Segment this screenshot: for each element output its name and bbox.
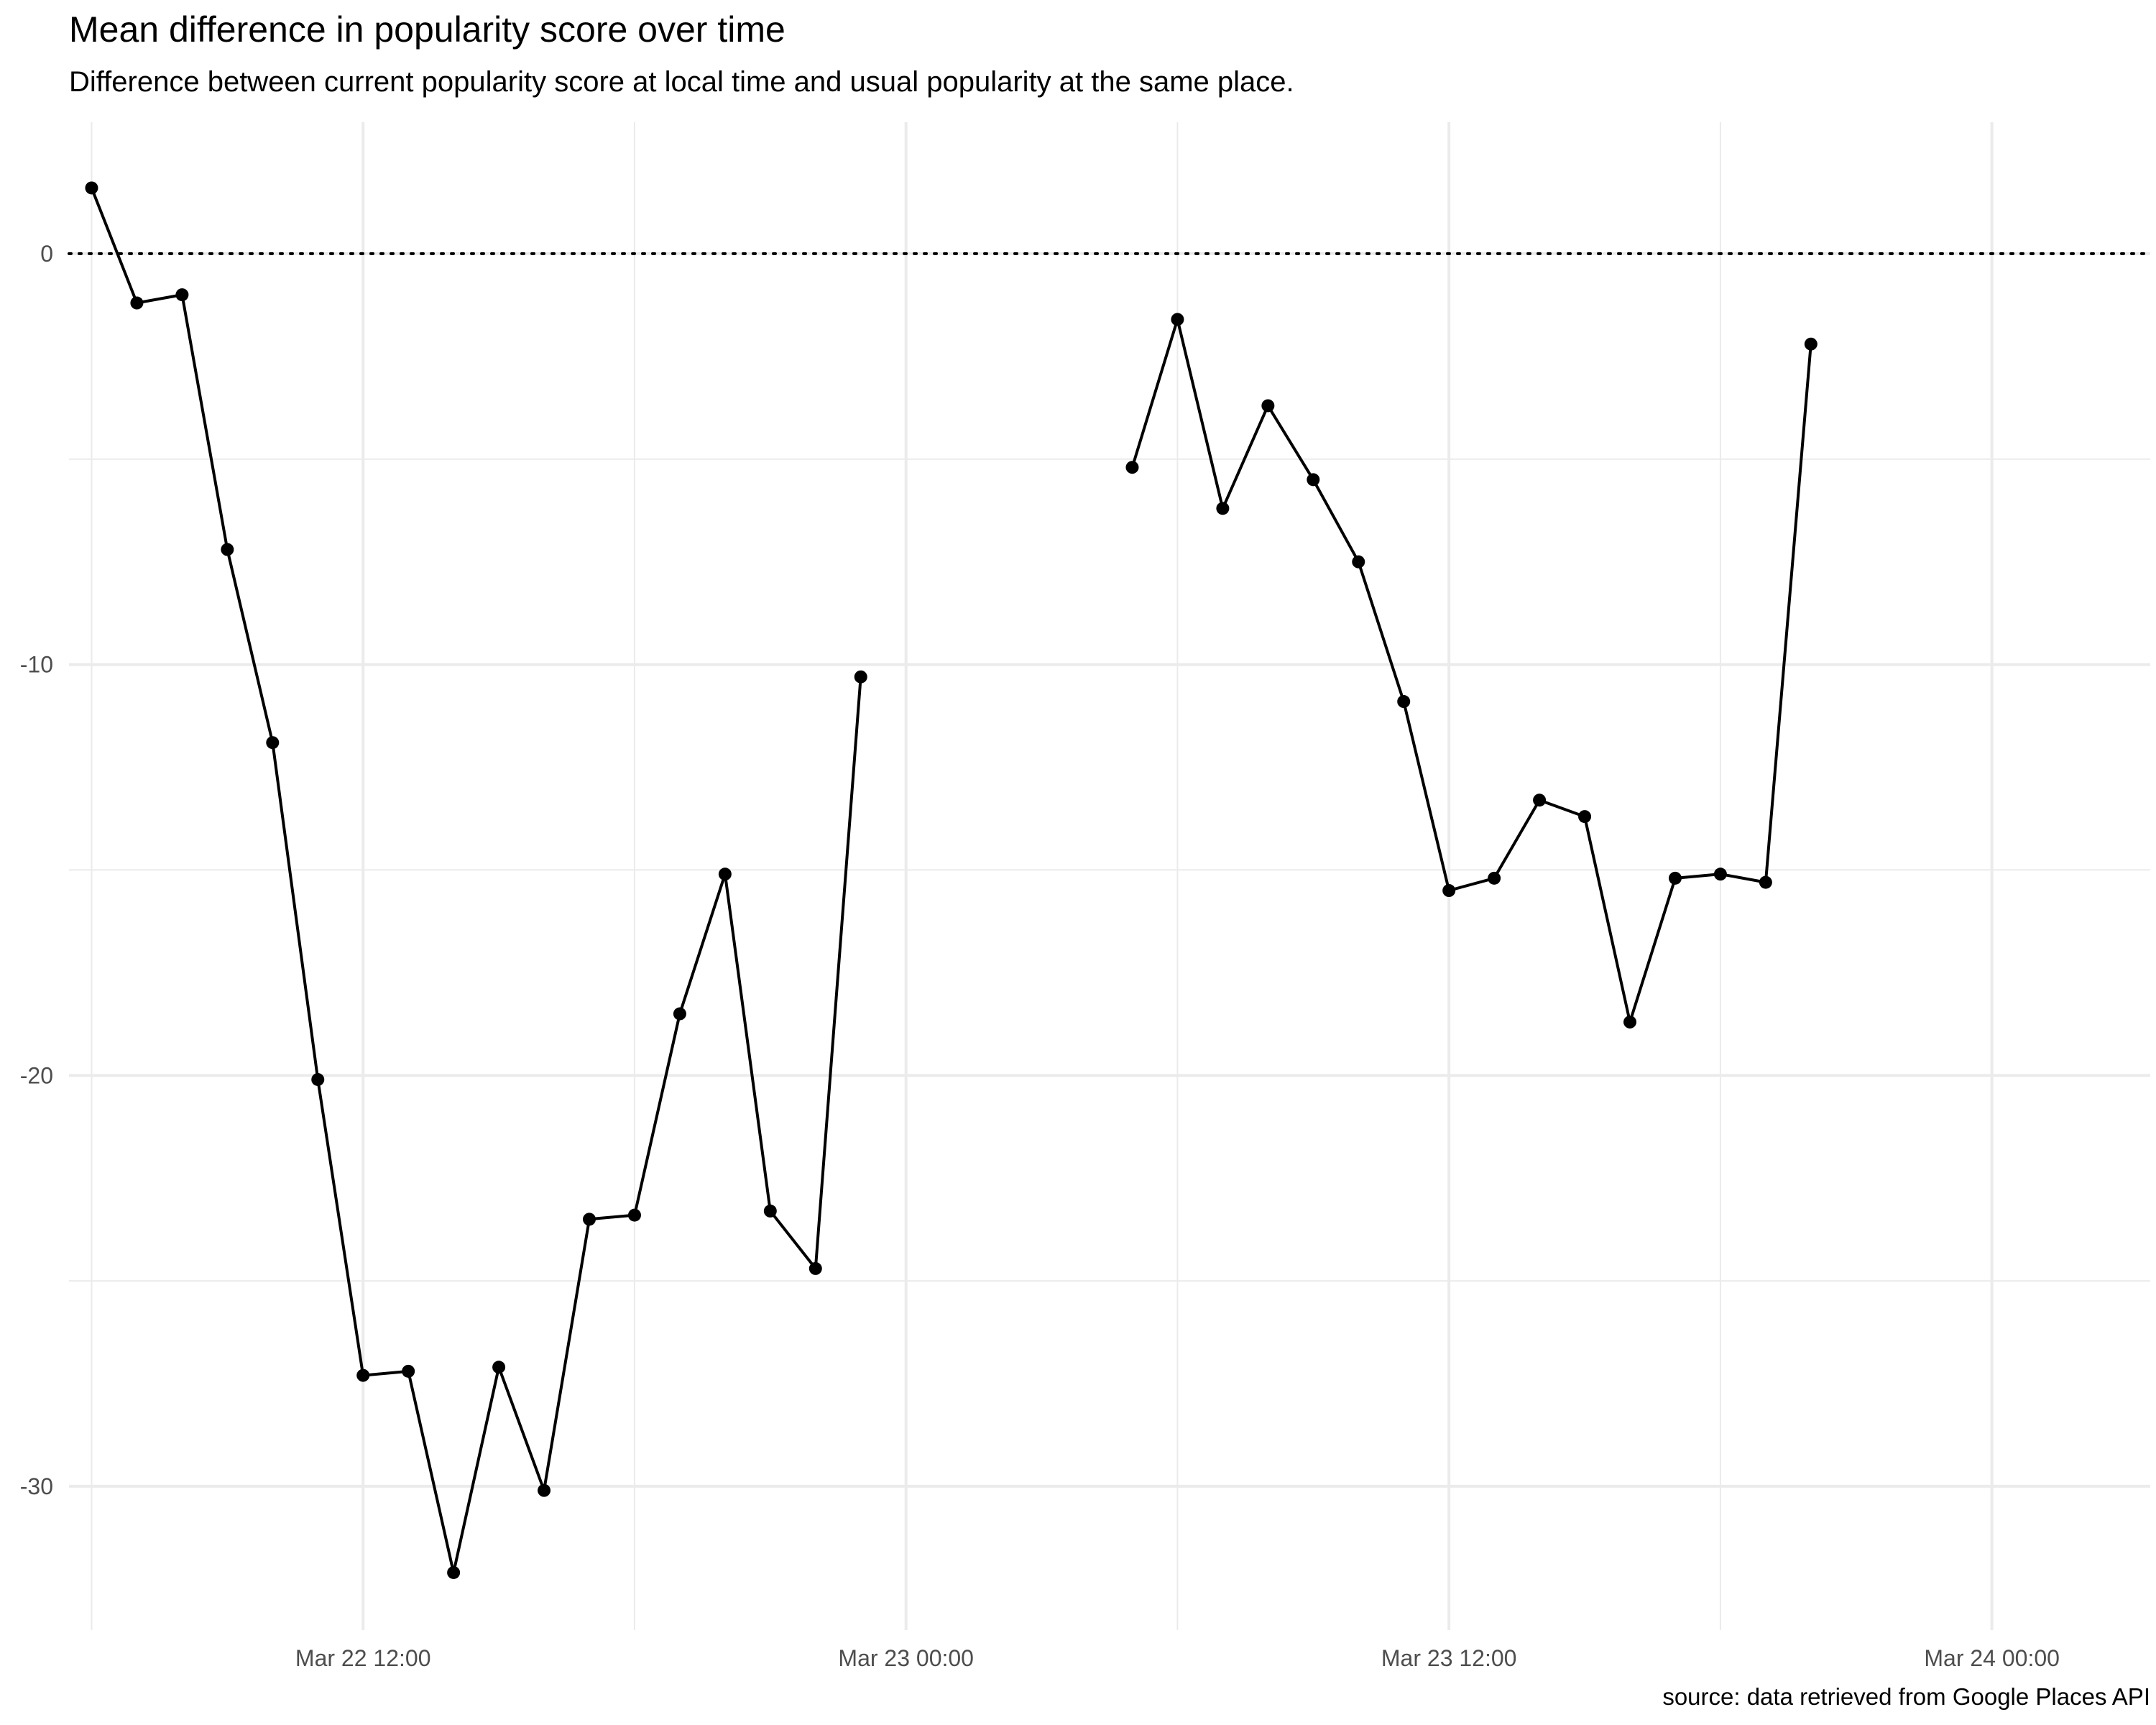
data-point [627,1208,641,1222]
x-axis-tick-labels: Mar 22 12:00 Mar 23 00:00 Mar 23 12:00 Mar … [295,1645,2060,1671]
x-tick-label: Mar 23 00:00 [838,1645,974,1671]
data-point [1442,884,1456,898]
data-point [808,1261,822,1275]
data-point [1352,555,1365,569]
data-point [402,1364,415,1378]
y-axis-tick-labels: 0 -10 -20 -30 [20,241,53,1499]
data-point [763,1204,777,1218]
data-point [175,288,189,302]
data-point [266,736,280,750]
data-point [1216,502,1230,515]
data-point [1171,313,1184,326]
data-point [1397,695,1411,709]
major-grid [69,122,2150,1630]
series-points [85,181,1818,1579]
x-tick-label: Mar 23 12:00 [1381,1645,1517,1671]
data-point [1533,794,1547,807]
data-point [311,1072,325,1086]
chart-title: Mean difference in popularity score over… [69,9,786,50]
data-point [1125,461,1139,474]
data-point [854,670,867,684]
series-lines [90,187,1812,1574]
data-point [538,1484,551,1497]
y-tick-label: -10 [20,652,53,678]
series-line [1130,318,1812,1024]
y-tick-label: -20 [20,1062,53,1088]
data-point [1578,810,1592,824]
data-point [221,543,234,556]
x-tick-label: Mar 24 00:00 [1924,1645,2060,1671]
data-point [1307,473,1320,487]
data-point [1261,399,1275,413]
data-point [673,1007,686,1021]
data-point [85,181,98,195]
y-tick-label: -30 [20,1473,53,1499]
x-tick-label: Mar 22 12:00 [295,1645,431,1671]
data-point [492,1361,506,1374]
data-point [1713,868,1727,881]
data-point [718,868,732,881]
data-point [1668,871,1682,885]
data-point [583,1213,596,1226]
data-point [1804,337,1818,351]
data-point [1759,875,1772,889]
data-point [447,1565,461,1579]
chart-subtitle: Difference between current popularity sc… [69,66,1294,98]
data-point [1623,1015,1636,1029]
chart-caption: source: data retrieved from Google Place… [1662,1683,2150,1710]
y-tick-label: 0 [40,241,53,267]
data-point [1488,871,1501,885]
series-line [90,187,862,1574]
data-point [130,296,144,310]
data-point [356,1368,370,1382]
minor-grid [69,122,2150,1630]
